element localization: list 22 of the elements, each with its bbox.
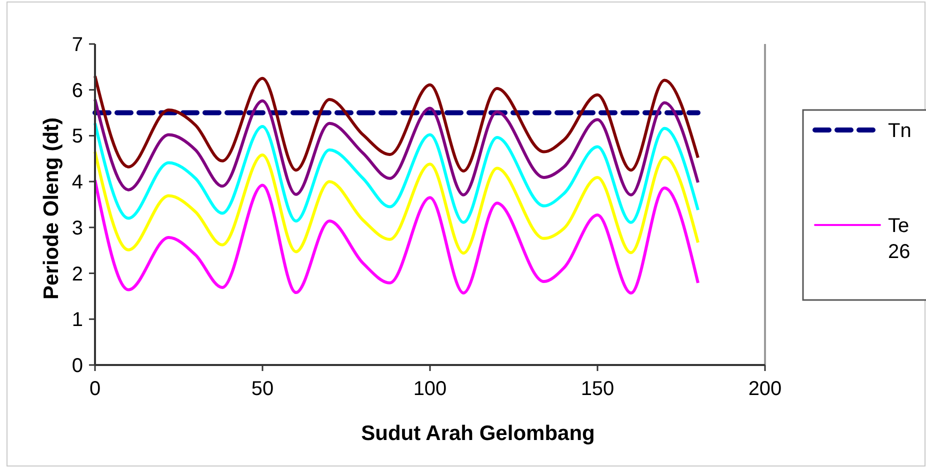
line-series [94,98,700,196]
y-tick-label: 5 [72,126,83,148]
x-tick-label: 200 [748,378,782,400]
line-series [94,74,700,173]
line-series [94,150,700,255]
y-tick-label: 6 [72,80,83,102]
line-series [94,122,700,224]
x-axis-title: Sudut Arah Gelombang [361,422,595,445]
legend-label: Te 26 [888,215,910,263]
y-tick-label: 3 [72,217,83,240]
x-tick-label: 50 [251,378,274,400]
line-series [94,178,700,295]
legend-label: Tn [888,120,912,142]
y-axis-title: Periode Oleng (dt) [40,117,63,300]
x-tick-label: 0 [89,378,101,400]
y-tick-label: 4 [72,172,83,194]
y-tick-label: 0 [72,355,83,377]
x-tick-label: 100 [413,378,447,400]
y-tick-label: 7 [72,34,83,56]
y-tick-label: 2 [72,263,83,286]
x-tick-label: 150 [580,378,614,400]
y-tick-label: 1 [72,309,83,332]
